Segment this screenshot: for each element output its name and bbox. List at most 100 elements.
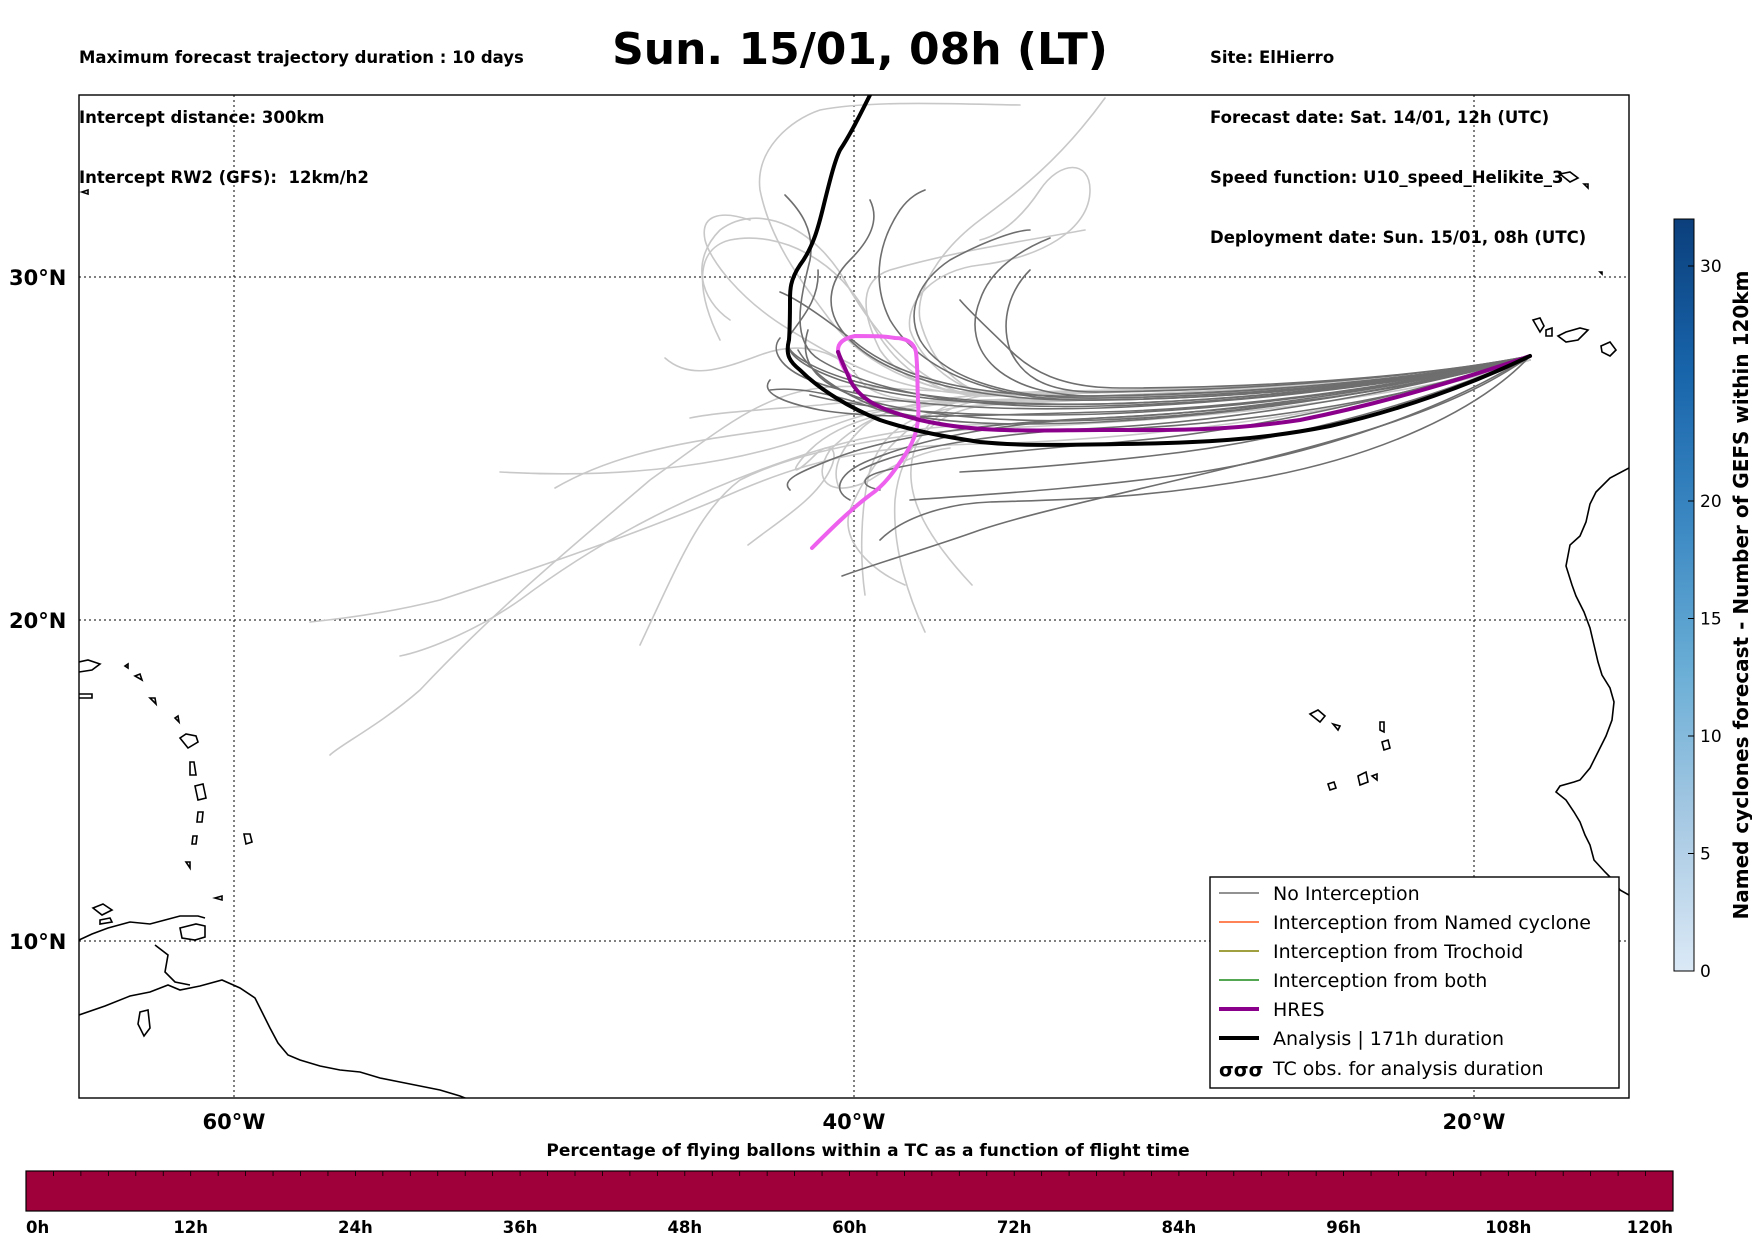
coast-cape-verde-6 — [1370, 772, 1378, 782]
coast-madeira — [1558, 171, 1580, 183]
faint-track — [703, 214, 1531, 396]
member-track — [959, 299, 1531, 389]
member-track — [779, 291, 1531, 397]
colorbar: 0 5 10 15 20 30 Named cyclones forecast - Num… — [1673, 218, 1752, 982]
coastlines — [79, 171, 1629, 1098]
flight-time-bar-tick-label: 108h — [1485, 1218, 1531, 1237]
faint-track — [918, 97, 1531, 395]
colorbar-tick-label: 0 — [1700, 962, 1711, 982]
member-track — [879, 355, 1531, 541]
legend-label: Interception from Named cyclone — [1273, 912, 1591, 934]
faint-track — [758, 102, 1531, 395]
coast-west-africa — [1554, 467, 1629, 896]
flight-time-bar-tick-label: 84h — [1162, 1218, 1197, 1237]
analysis-track — [785, 95, 1532, 447]
coast-barbados — [243, 833, 253, 846]
flight-time-bar-tick-label: 36h — [503, 1218, 538, 1237]
no-interception-tracks — [766, 189, 1531, 577]
coast-cape-verde-2 — [1330, 722, 1342, 732]
legend-tc-obs-symbols: σσσ — [1219, 1059, 1263, 1081]
header-right-line: Deployment date: Sun. 15/01, 08h (UTC) — [1210, 228, 1587, 247]
header-left-line: Intercept RW2 (GFS): 12km/h2 — [79, 168, 369, 187]
coast-st-vincent — [191, 835, 198, 845]
legend-box — [1209, 876, 1620, 1089]
flight-time-bar-tick-label: 48h — [667, 1218, 702, 1237]
flight-time-bar-tick-label: 72h — [997, 1218, 1032, 1237]
map-frame — [78, 94, 1630, 1099]
member-track — [766, 355, 1531, 418]
flight-time-bar-tick-label: 96h — [1326, 1218, 1361, 1237]
colorbar-tick-label: 15 — [1700, 610, 1722, 630]
member-track — [913, 229, 1531, 399]
legend-label: No Interception — [1273, 883, 1420, 905]
lon-label: 40°W — [823, 1110, 886, 1134]
coast-lesser-antilles-3 — [148, 697, 158, 707]
member-track — [959, 355, 1531, 473]
coast-cape-verde-7 — [1326, 780, 1338, 792]
colorbar-tick-label: 5 — [1700, 845, 1711, 865]
flight-time-bar-title: Percentage of flying ballons within a TC… — [546, 1141, 1189, 1161]
legend-label: Interception from Trochoid — [1273, 941, 1523, 963]
colorbar-fill — [1673, 218, 1695, 972]
coast-venezuela — [79, 915, 206, 941]
flight-time-bar-tick-label: 24h — [338, 1218, 373, 1237]
flight-time-bar: Percentage of flying ballons within a TC… — [25, 1141, 1674, 1237]
trajectory-tracks — [309, 95, 1532, 756]
header-right-line: Speed function: U10_speed_Helikite_3 — [1210, 168, 1564, 187]
coast-dominica — [189, 761, 197, 776]
member-track — [775, 337, 1531, 410]
hres-track-early — [810, 334, 921, 550]
coast-lesser-antilles-4 — [173, 714, 181, 725]
coast-guadeloupe — [178, 733, 199, 750]
coast-martinique — [194, 783, 207, 801]
flight-time-bar-tick-label: 0h — [26, 1218, 49, 1237]
header-left-line: Maximum forecast trajectory duration : 1… — [79, 48, 524, 67]
coast-lesser-antilles-2 — [133, 672, 144, 682]
colorbar-tick-label: 10 — [1700, 727, 1722, 747]
colorbar-tick-label: 30 — [1700, 257, 1722, 277]
coast-south-america — [79, 979, 468, 1098]
coast-selvagens — [1598, 271, 1603, 276]
legend-label: Analysis | 171h duration — [1273, 1028, 1504, 1050]
coast-lesser-antilles-1 — [123, 662, 129, 670]
coast-caribbean-mainland — [154, 944, 191, 986]
member-track — [804, 329, 1531, 422]
coast-cape-verde-4 — [1381, 738, 1391, 752]
colorbar-ticks: 0 5 10 15 20 30 — [1688, 257, 1722, 982]
coast-cape-verde-3 — [1379, 721, 1385, 734]
flight-time-bar-ticks: 0h 12h 24h 36h 48h 60h 72h 84h 96h 108h 120h — [26, 1218, 1673, 1237]
coast-madeira-2 — [1582, 183, 1589, 190]
coast-grenada — [184, 861, 191, 871]
coast-hispaniola — [79, 659, 102, 673]
lon-label: 20°W — [1443, 1110, 1506, 1134]
flight-time-bar-tick-label: 120h — [1627, 1218, 1673, 1237]
coast-curacao — [99, 917, 114, 925]
coast-canary-1 — [1531, 317, 1545, 334]
member-track — [841, 355, 1531, 577]
coast-tobago — [212, 894, 223, 902]
lon-label: 60°W — [203, 1110, 266, 1134]
coast-canary-2 — [1556, 327, 1590, 343]
coast-cape-verde-1 — [1308, 709, 1327, 724]
flight-time-bar-tick-label: 12h — [173, 1218, 208, 1237]
page-title: Sun. 15/01, 08h (LT) — [612, 24, 1108, 75]
colorbar-tick-label: 20 — [1700, 492, 1722, 512]
faint-track — [309, 359, 1531, 623]
header-right-line: Site: ElHierro — [1210, 48, 1335, 67]
colorbar-title: Named cyclones forecast - Number of GEFS… — [1729, 271, 1752, 920]
header-right-info: Site: ElHierro Forecast date: Sat. 14/01… — [1210, 8, 1586, 268]
legend: No Interception Interception from Named … — [1209, 876, 1620, 1089]
member-track — [878, 189, 1531, 401]
header-left-line: Intercept distance: 300km — [79, 108, 325, 127]
header-right-line: Forecast date: Sat. 14/01, 12h (UTC) — [1210, 108, 1550, 127]
lat-label: 20°N — [9, 609, 66, 633]
faint-track — [701, 217, 1531, 397]
legend-label: HRES — [1273, 999, 1325, 1021]
faint-ensemble-tracks — [309, 97, 1531, 756]
flight-time-bar-tick-label: 60h — [832, 1218, 867, 1237]
coast-bermuda — [79, 188, 89, 196]
lat-label: 10°N — [9, 930, 66, 954]
coast-canary-4 — [1545, 326, 1553, 337]
legend-label: TC obs. for analysis duration — [1272, 1058, 1544, 1080]
